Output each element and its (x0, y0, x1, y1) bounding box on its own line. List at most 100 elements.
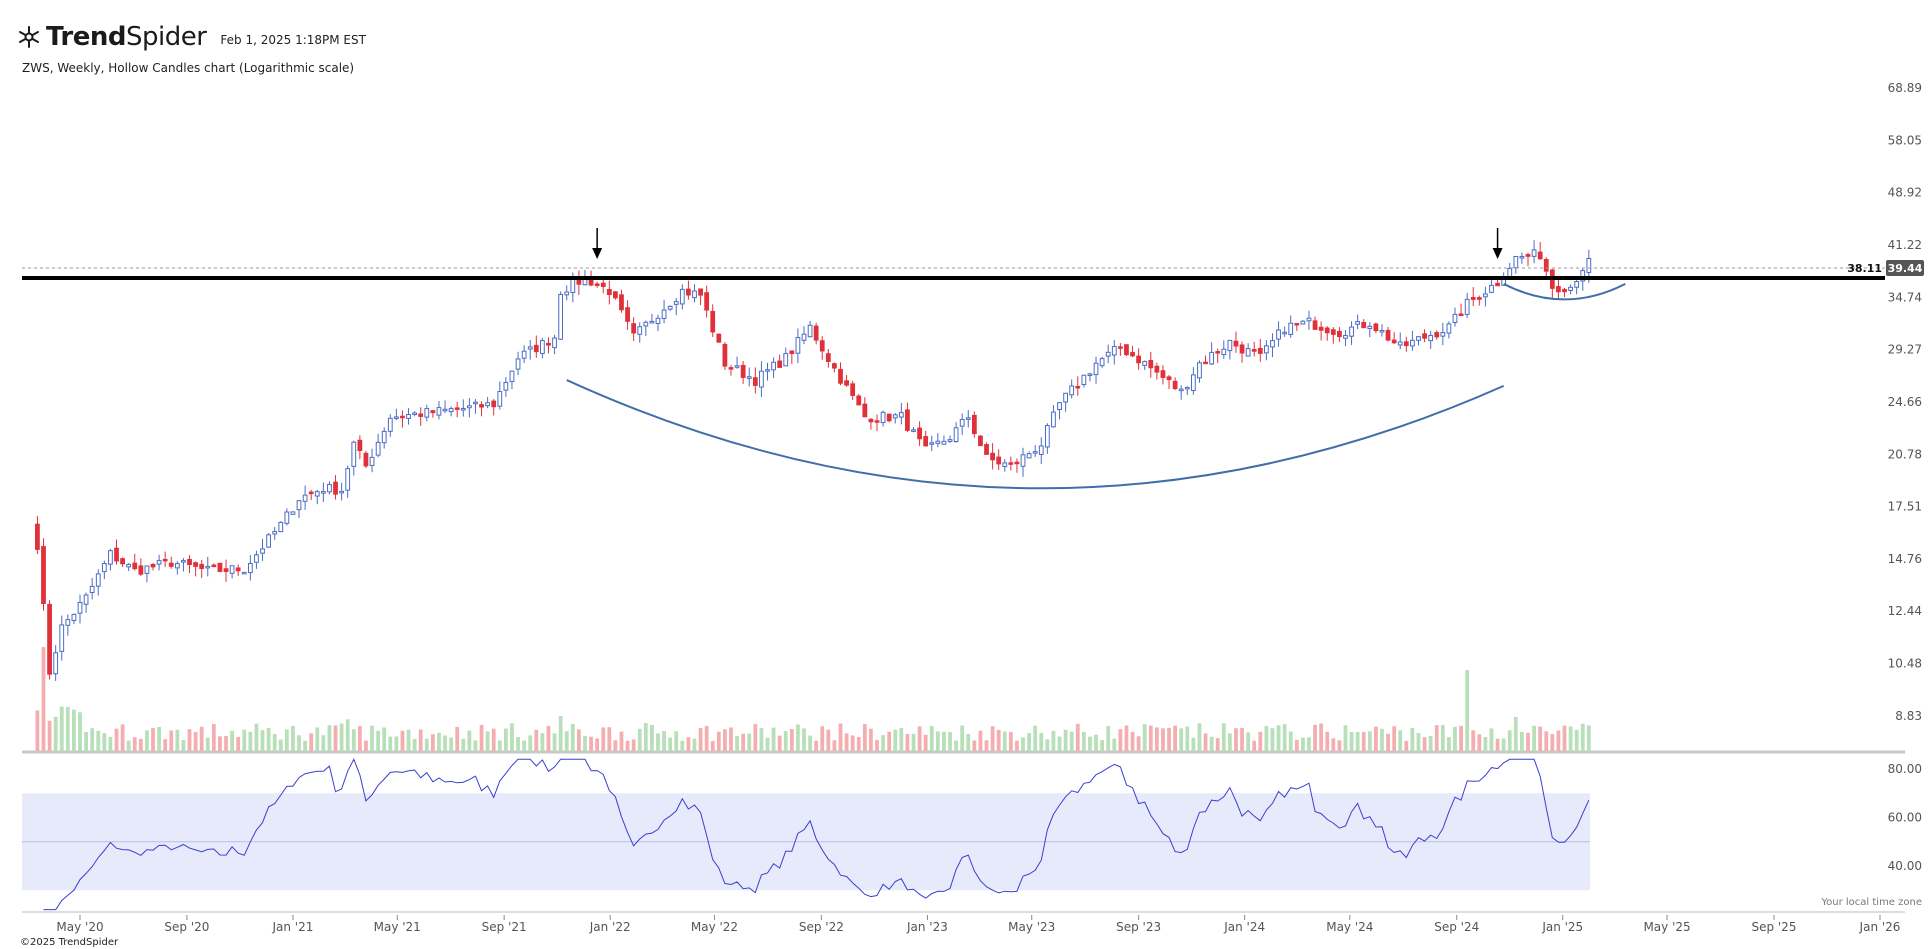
candle-body (1215, 351, 1221, 354)
candle-body (1391, 339, 1397, 344)
volume-bar (1471, 730, 1476, 751)
volume-bar (948, 732, 952, 751)
candle-body (905, 409, 910, 431)
price-tick-label: 68.89 (1888, 81, 1922, 95)
candle-body (1124, 344, 1129, 356)
volume-bar (1568, 726, 1573, 751)
candle-body (1154, 365, 1160, 373)
volume-bar (102, 733, 107, 751)
volume-bar (704, 725, 709, 751)
volume-bar (1081, 731, 1086, 751)
candle-body (546, 342, 551, 346)
volume-bar (1179, 728, 1184, 751)
volume-bar (47, 720, 52, 751)
candle-body (211, 564, 217, 568)
volume-bar (1440, 725, 1445, 751)
x-tick-label: Jan '23 (906, 920, 948, 934)
x-tick-label: Sep '23 (1116, 920, 1161, 934)
candle-body (564, 291, 570, 296)
volume-bar (236, 736, 241, 751)
candle-body (576, 278, 582, 285)
volume-bar (485, 731, 490, 751)
candle-body (466, 405, 472, 409)
brand-name-bold: Trend (46, 22, 126, 52)
candle-body (199, 563, 205, 570)
candle-body (923, 436, 929, 447)
volume-bar (796, 724, 800, 751)
candle-body (856, 395, 862, 406)
axes: 68.89 58.05 48.92 41.22 34.74 29.27 24.66 20.78… (56, 81, 1922, 934)
candle-body (1227, 339, 1233, 352)
volume-bar (960, 725, 965, 751)
volume-bar (990, 726, 995, 751)
volume-bar (1556, 730, 1561, 751)
volume-bar (942, 731, 946, 751)
volume-bar (218, 736, 222, 751)
price-tick-label: 58.05 (1888, 133, 1922, 147)
volume-bar (443, 735, 447, 751)
volume-bar (656, 733, 660, 751)
volume-bar (1459, 725, 1463, 751)
volume-bar (1027, 732, 1031, 751)
volume-bar (686, 737, 691, 751)
candle-body (1349, 326, 1354, 337)
candle-body (1136, 355, 1142, 364)
candle-body (1148, 359, 1154, 369)
candle-body (898, 412, 904, 418)
volume-bar (613, 740, 618, 751)
candle-body (1002, 462, 1008, 468)
candle-body (807, 324, 813, 338)
candle-body (345, 468, 351, 491)
candle-body (698, 288, 703, 296)
volume-bar (461, 738, 466, 751)
last-price-badge (1886, 259, 1924, 276)
volume-bar (351, 729, 356, 751)
volume-bar (315, 727, 320, 751)
candle-body (1276, 329, 1281, 340)
volume-bar (844, 733, 849, 751)
candle-body (1458, 313, 1464, 316)
candle-body (1495, 282, 1500, 287)
candle-body (1434, 332, 1440, 338)
candle-body (1397, 341, 1403, 346)
volume-bar (1015, 740, 1019, 751)
copyright-footer: ©2025 TrendSpider (20, 937, 119, 948)
volume-bar (345, 719, 350, 751)
candle-body (667, 305, 673, 310)
volume-bar (1526, 732, 1530, 751)
candle-body (1044, 425, 1050, 448)
volume-bar (869, 728, 873, 751)
volume-bar (528, 735, 533, 751)
candle-body (174, 563, 180, 569)
volume-bar (78, 712, 82, 751)
candle-body (357, 439, 363, 452)
rsi-panel (22, 758, 1590, 911)
candle-body (114, 547, 119, 562)
volume-bar (303, 740, 307, 751)
volume-bar (333, 725, 338, 751)
candle-body (126, 563, 132, 568)
volume-bar (984, 740, 989, 751)
volume-bar (151, 728, 155, 751)
volume-bar (181, 740, 186, 751)
x-tick-label: May '24 (1326, 920, 1373, 934)
candle-body (1464, 298, 1470, 315)
candle-body (825, 353, 831, 362)
candle-body (393, 416, 399, 419)
candle-body (533, 344, 539, 353)
candle-body (984, 444, 989, 455)
candle-body (600, 282, 606, 288)
volume-bar (911, 733, 916, 751)
candle-body (1251, 349, 1257, 352)
candle-body (625, 307, 630, 322)
x-tick-label: Jan '25 (1541, 920, 1583, 934)
volume-bar (1422, 737, 1427, 751)
volume-bar (41, 647, 46, 751)
candle-body (1069, 385, 1075, 396)
candle-body (783, 353, 789, 367)
candle-body (47, 603, 52, 675)
handle-pattern-arc (1503, 282, 1626, 301)
candle-body (637, 326, 643, 335)
candle-body (375, 441, 381, 456)
